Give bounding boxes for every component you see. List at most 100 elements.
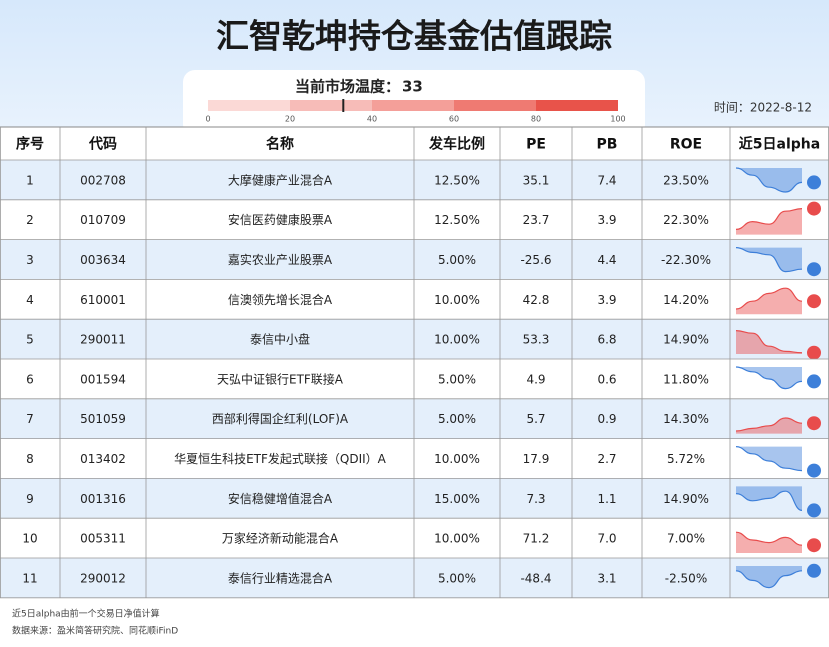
cell: 11 [22, 571, 37, 585]
alpha-line [735, 570, 803, 589]
gauge-segment [536, 100, 618, 111]
cell: 14.30% [663, 412, 709, 426]
alpha-area [736, 168, 802, 192]
cell: 22.30% [663, 213, 709, 227]
cell: 6 [26, 372, 34, 386]
row-bg [0, 359, 829, 399]
cell: 610001 [80, 293, 126, 307]
cell: 290011 [80, 333, 126, 347]
note: 近5日alpha由前一个交易日净值计算 [12, 608, 160, 620]
cell: 5.00% [438, 253, 476, 267]
cell: 14.20% [663, 293, 709, 307]
cell: 501059 [80, 412, 126, 426]
cell: 10.00% [434, 293, 480, 307]
alpha-line [735, 247, 803, 273]
cell: 华夏恒生科技ETF发起式联接（QDII）A [174, 451, 387, 466]
cell: 安信医药健康股票A [228, 212, 333, 227]
title: 汇智乾坤持仓基金估值跟踪 [216, 17, 612, 56]
column-header: 代码 [88, 136, 117, 153]
cell: 002708 [80, 173, 126, 187]
cell: 信澳领先增长混合A [228, 292, 333, 307]
cell: 0.6 [597, 372, 616, 386]
row-bg [0, 398, 829, 439]
cell: 290012 [80, 571, 126, 585]
alpha-badge [807, 463, 821, 478]
alpha-line [735, 287, 803, 310]
cell: 大摩健康产业混合A [228, 172, 333, 187]
alpha-line [735, 208, 803, 230]
cell: -25.6 [520, 253, 551, 267]
cell: 西部利得国企红利(LOF)A [212, 411, 349, 426]
row-bg [0, 279, 829, 320]
cell: 010709 [80, 213, 126, 227]
gauge-tick-label: 80 [531, 115, 541, 124]
alpha-line [735, 417, 803, 432]
cell: 7 [26, 412, 34, 426]
cell: 4 [26, 293, 34, 307]
cell: 42.8 [523, 293, 550, 307]
cell: 12.50% [434, 213, 480, 227]
cell: 013402 [80, 452, 126, 466]
column-header: PB [597, 137, 618, 153]
row-bg [0, 518, 829, 558]
alpha-badge [807, 416, 821, 431]
cell: 12.50% [434, 173, 480, 187]
cell: 3 [26, 253, 34, 267]
cell: 001594 [80, 372, 126, 386]
time: 时间：2022-8-12 [714, 101, 812, 115]
gauge-segment [372, 100, 454, 111]
cell: 35.1 [523, 173, 550, 187]
cell: 5.00% [438, 412, 476, 426]
column-header: 发车比例 [428, 136, 485, 153]
cell: 嘉实农业产业股票A [228, 252, 333, 267]
cell: 10.00% [434, 333, 480, 347]
alpha-area [736, 288, 802, 315]
cell: 7.0 [597, 532, 616, 546]
cell: 7.4 [597, 173, 616, 187]
alpha-line [735, 167, 803, 193]
cell: 2 [26, 213, 34, 227]
cell: -22.30% [661, 253, 711, 267]
column-header: 近5日alpha [739, 136, 820, 153]
cell: 005311 [80, 532, 126, 546]
temperature-value: 33 [402, 78, 423, 96]
alpha-line [735, 531, 803, 546]
column-header: 序号 [16, 136, 44, 153]
row-bg [0, 239, 829, 280]
row-bg [0, 160, 829, 200]
cell: 9 [26, 492, 34, 506]
alpha-area [736, 208, 802, 235]
cell: 6.8 [597, 333, 616, 347]
note: 数据来源：盈米简答研究院、同花顺iFinD [12, 625, 178, 637]
cell: -2.50% [665, 571, 707, 585]
cell: 3.1 [597, 571, 616, 585]
row-bg [0, 199, 829, 240]
alpha-badge [807, 374, 821, 389]
temperature-label: 当前市场温度： [295, 78, 400, 96]
cell: 安信稳健增值混合A [228, 491, 333, 506]
cell: 7.3 [526, 492, 545, 506]
alpha-badge [807, 175, 821, 190]
gauge-tick-label: 100 [610, 115, 625, 124]
cell: 7.00% [667, 532, 705, 546]
cell: 71.2 [523, 532, 550, 546]
alpha-badge [807, 262, 821, 277]
cell: 10 [22, 532, 37, 546]
alpha-area [736, 446, 802, 471]
cell: 万家经济新动能混合A [222, 531, 339, 546]
row-bg [0, 558, 829, 598]
cell: 17.9 [523, 452, 550, 466]
column-header: PE [526, 137, 546, 153]
alpha-badge [807, 345, 821, 360]
cell: 53.3 [523, 333, 550, 347]
gauge-segment [208, 100, 290, 111]
cell: 泰信中小盘 [250, 332, 310, 347]
cell: 23.7 [523, 213, 550, 227]
cell: 23.50% [663, 173, 709, 187]
cell: 11.80% [663, 372, 709, 386]
row-bg [0, 478, 829, 519]
gauge-tick-label: 40 [367, 115, 377, 124]
cell: 1 [26, 173, 34, 187]
